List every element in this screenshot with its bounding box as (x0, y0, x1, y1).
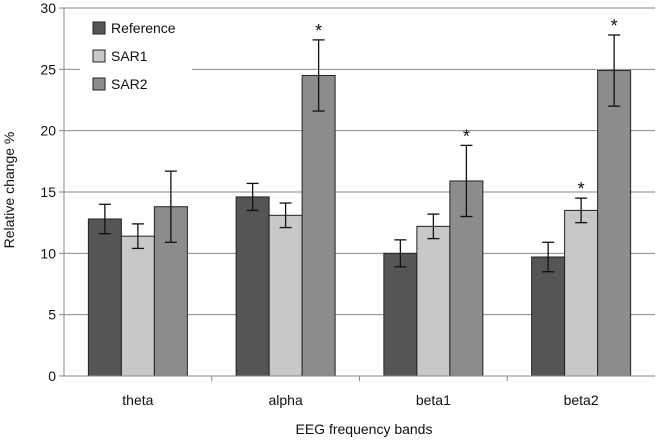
y-tick-label: 0 (48, 368, 56, 384)
legend-label: Reference (111, 20, 176, 36)
axes (63, 8, 655, 381)
bar-sar1-beta2 (564, 209, 599, 377)
significance-markers: * * * * (315, 16, 618, 199)
y-tick-label: 5 (48, 307, 56, 323)
y-tick-labels: 0 5 10 15 20 25 30 (40, 0, 56, 384)
bar-reference-beta2 (531, 256, 566, 377)
legend-swatch-reference (92, 21, 106, 35)
bar-reference-theta (87, 218, 122, 377)
x-tick-labels: theta alpha beta1 beta2 (122, 392, 599, 408)
y-tick-label: 30 (40, 0, 56, 16)
significance-star: * (611, 16, 618, 36)
y-tick-label: 25 (40, 61, 56, 77)
x-axis-title: EEG frequency bands (296, 421, 433, 437)
x-tick-label: beta2 (564, 392, 599, 408)
legend-swatch-sar2 (92, 77, 106, 91)
legend-swatch-sar1 (92, 49, 106, 63)
y-tick-label: 10 (40, 245, 56, 261)
bar-sar2-alpha (301, 74, 336, 377)
error-bars-group (98, 34, 621, 273)
x-tick-label: theta (122, 392, 153, 408)
significance-star: * (315, 21, 322, 41)
y-tick-label: 20 (40, 123, 56, 139)
significance-star: * (463, 126, 470, 146)
y-tick-label: 15 (40, 184, 56, 200)
bars-group (87, 70, 632, 377)
x-tick-label: alpha (268, 392, 302, 408)
legend: Reference SAR1 SAR2 (80, 12, 192, 100)
bar-sar1-theta (120, 235, 155, 377)
x-tick-label: beta1 (416, 392, 451, 408)
bar-sar1-alpha (268, 214, 303, 377)
legend-label: SAR1 (111, 48, 148, 64)
bar-sar2-beta2 (597, 70, 632, 377)
bar-sar2-theta (153, 206, 188, 377)
y-axis-title: Relative change % (1, 132, 17, 249)
bar-reference-beta1 (383, 252, 418, 377)
bar-sar1-beta1 (416, 225, 451, 377)
legend-label: SAR2 (111, 76, 148, 92)
bar-reference-alpha (235, 196, 270, 377)
significance-star: * (578, 179, 585, 199)
